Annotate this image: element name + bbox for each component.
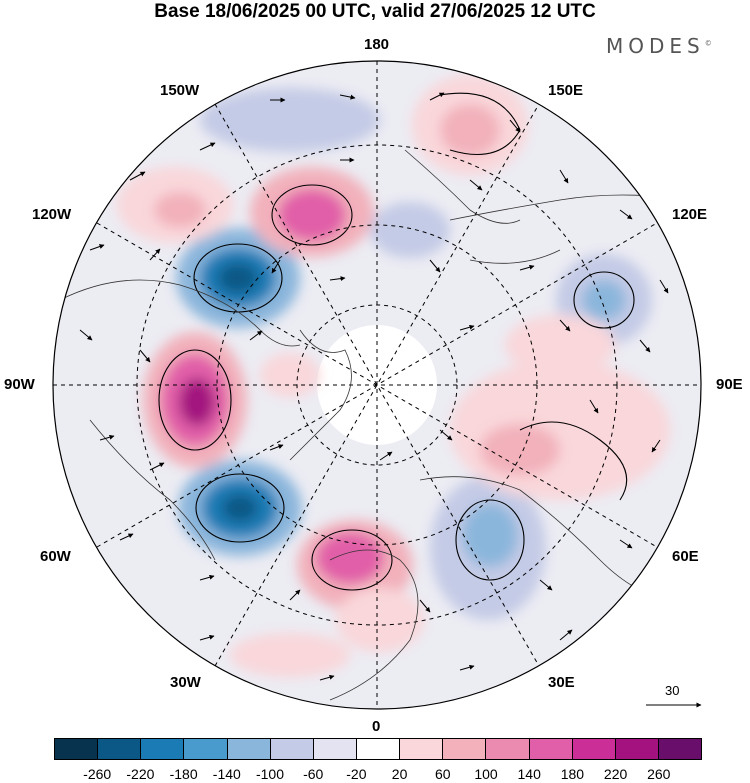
lon-label-60w: 60W	[40, 548, 71, 565]
colorbar-segment	[529, 739, 573, 759]
modes-logo: MODES©	[606, 34, 712, 58]
lon-label-120e: 120E	[672, 206, 708, 223]
colorbar-segment	[443, 739, 487, 759]
colorbar-segment	[615, 739, 659, 759]
colorbar-tick-label: -260	[83, 766, 112, 782]
colorbar-tick-label: -20	[346, 766, 367, 782]
colorbar-segment	[313, 739, 357, 759]
wind-vectors	[79, 92, 669, 681]
colorbar-tick-label: 180	[560, 766, 585, 782]
colorbar-tick-label: 100	[474, 766, 498, 782]
colorbar-segment	[400, 739, 444, 759]
contours	[158, 92, 635, 591]
lon-label-150w: 150W	[160, 82, 200, 99]
colorbar-tick-label: 20	[391, 766, 408, 782]
lon-label-90w: 90W	[4, 376, 35, 393]
reference-vector-label: 30	[665, 683, 680, 698]
map-disc	[53, 61, 701, 709]
colorbar-tick-label: -100	[255, 766, 285, 782]
lon-label-30w: 30W	[170, 674, 201, 691]
lon-label-90e: 90E	[716, 376, 743, 393]
colorbar-segment	[98, 739, 142, 759]
map-title: Base 18/06/2025 00 UTC, valid 27/06/2025…	[154, 1, 596, 22]
coastlines	[59, 149, 691, 701]
colorbar-segment	[486, 739, 530, 759]
colorbar-tick-label: -180	[169, 766, 198, 782]
brand-text: MODES	[606, 34, 705, 58]
colorbar-segment	[227, 739, 271, 759]
colorbar-tick-label: -220	[126, 766, 155, 782]
colorbar	[54, 738, 702, 760]
lon-label-120w: 120W	[32, 206, 72, 223]
lon-label-0: 0	[372, 718, 381, 735]
map-boundary	[52, 60, 702, 710]
lon-label-150e: 150E	[548, 82, 584, 99]
lon-label-180: 180	[364, 36, 390, 53]
colorbar-segment	[572, 739, 616, 759]
colorbar-segment	[184, 739, 228, 759]
lon-label-30e: 30E	[548, 674, 575, 691]
colorbar-tick-label: 260	[647, 766, 671, 782]
colorbar-segment	[55, 739, 99, 759]
colorbar-tick-label: -60	[303, 766, 324, 782]
graticule	[53, 61, 701, 709]
colorbar-segment	[658, 739, 702, 759]
colorbar-tick-label: 60	[435, 766, 451, 782]
colorbar-tick-label: 140	[517, 766, 541, 782]
colorbar-segment	[141, 739, 185, 759]
copyright-mark: ©	[704, 39, 712, 48]
colorbar-segment	[270, 739, 314, 759]
lon-label-60e: 60E	[672, 548, 699, 565]
colorbar-segment	[356, 739, 401, 759]
colorbar-tick-label: 220	[603, 766, 628, 782]
colorbar-tick-label: -140	[212, 766, 241, 782]
